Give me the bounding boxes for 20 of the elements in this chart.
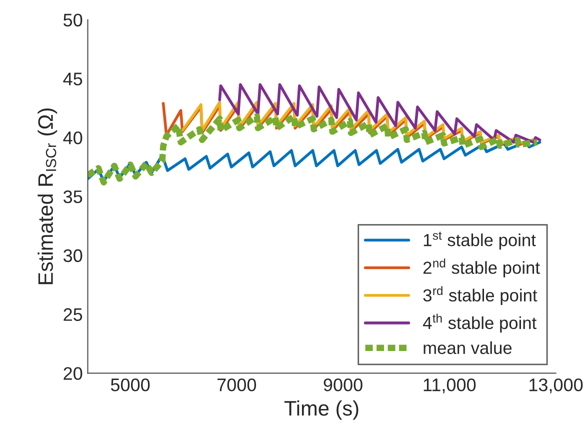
- legend-label: 2$^{nd}$ stable point: [423, 258, 540, 278]
- y-tick-label: 35: [63, 190, 82, 204]
- y-tick-label: 25: [64, 308, 82, 321]
- y-tick-label: 45: [63, 72, 82, 86]
- legend-label: mean value: [424, 341, 512, 354]
- x-axis-title: Time (s): [284, 400, 358, 420]
- line-series: [218, 83, 542, 144]
- x-tick-label: 7000: [218, 378, 256, 392]
- x-tick-label: 5000: [110, 378, 150, 392]
- y-tick-label: 40: [63, 131, 82, 144]
- x-tick-label: 9000: [324, 378, 362, 392]
- legend-label: 4$^{th}$ stable point: [422, 314, 536, 333]
- x-tick-label: 13,000: [530, 378, 583, 394]
- y-tick-label: 30: [63, 249, 82, 262]
- x-tick-label: 11,000: [424, 378, 476, 394]
- legend-label: 1$^{st}$ stable point: [424, 232, 536, 250]
- legend-label: 3$^{rd}$ stable point: [423, 286, 538, 305]
- y-axis-title: Estimated R$_{ISCr}$ (Ω): [38, 108, 58, 284]
- y-tick-label: 20: [64, 367, 82, 380]
- y-tick-label: 50: [64, 14, 82, 26]
